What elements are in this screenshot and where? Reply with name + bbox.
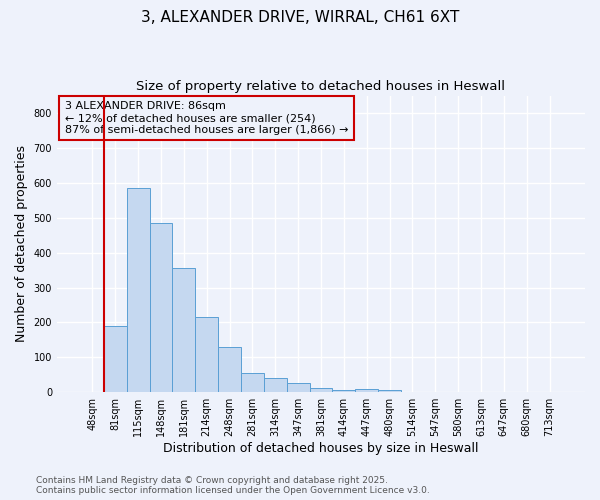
Bar: [355, 388, 378, 392]
X-axis label: Distribution of detached houses by size in Heswall: Distribution of detached houses by size …: [163, 442, 479, 455]
Bar: [310, 388, 332, 392]
Bar: [127, 188, 149, 392]
Bar: [172, 268, 195, 392]
Title: Size of property relative to detached houses in Heswall: Size of property relative to detached ho…: [136, 80, 505, 93]
Text: Contains HM Land Registry data © Crown copyright and database right 2025.
Contai: Contains HM Land Registry data © Crown c…: [36, 476, 430, 495]
Bar: [287, 384, 310, 392]
Y-axis label: Number of detached properties: Number of detached properties: [15, 146, 28, 342]
Bar: [378, 390, 401, 392]
Bar: [218, 347, 241, 392]
Bar: [241, 373, 264, 392]
Bar: [195, 317, 218, 392]
Text: 3, ALEXANDER DRIVE, WIRRAL, CH61 6XT: 3, ALEXANDER DRIVE, WIRRAL, CH61 6XT: [141, 10, 459, 25]
Bar: [332, 390, 355, 392]
Bar: [264, 378, 287, 392]
Bar: [149, 223, 172, 392]
Bar: [104, 326, 127, 392]
Text: 3 ALEXANDER DRIVE: 86sqm
← 12% of detached houses are smaller (254)
87% of semi-: 3 ALEXANDER DRIVE: 86sqm ← 12% of detach…: [65, 102, 349, 134]
